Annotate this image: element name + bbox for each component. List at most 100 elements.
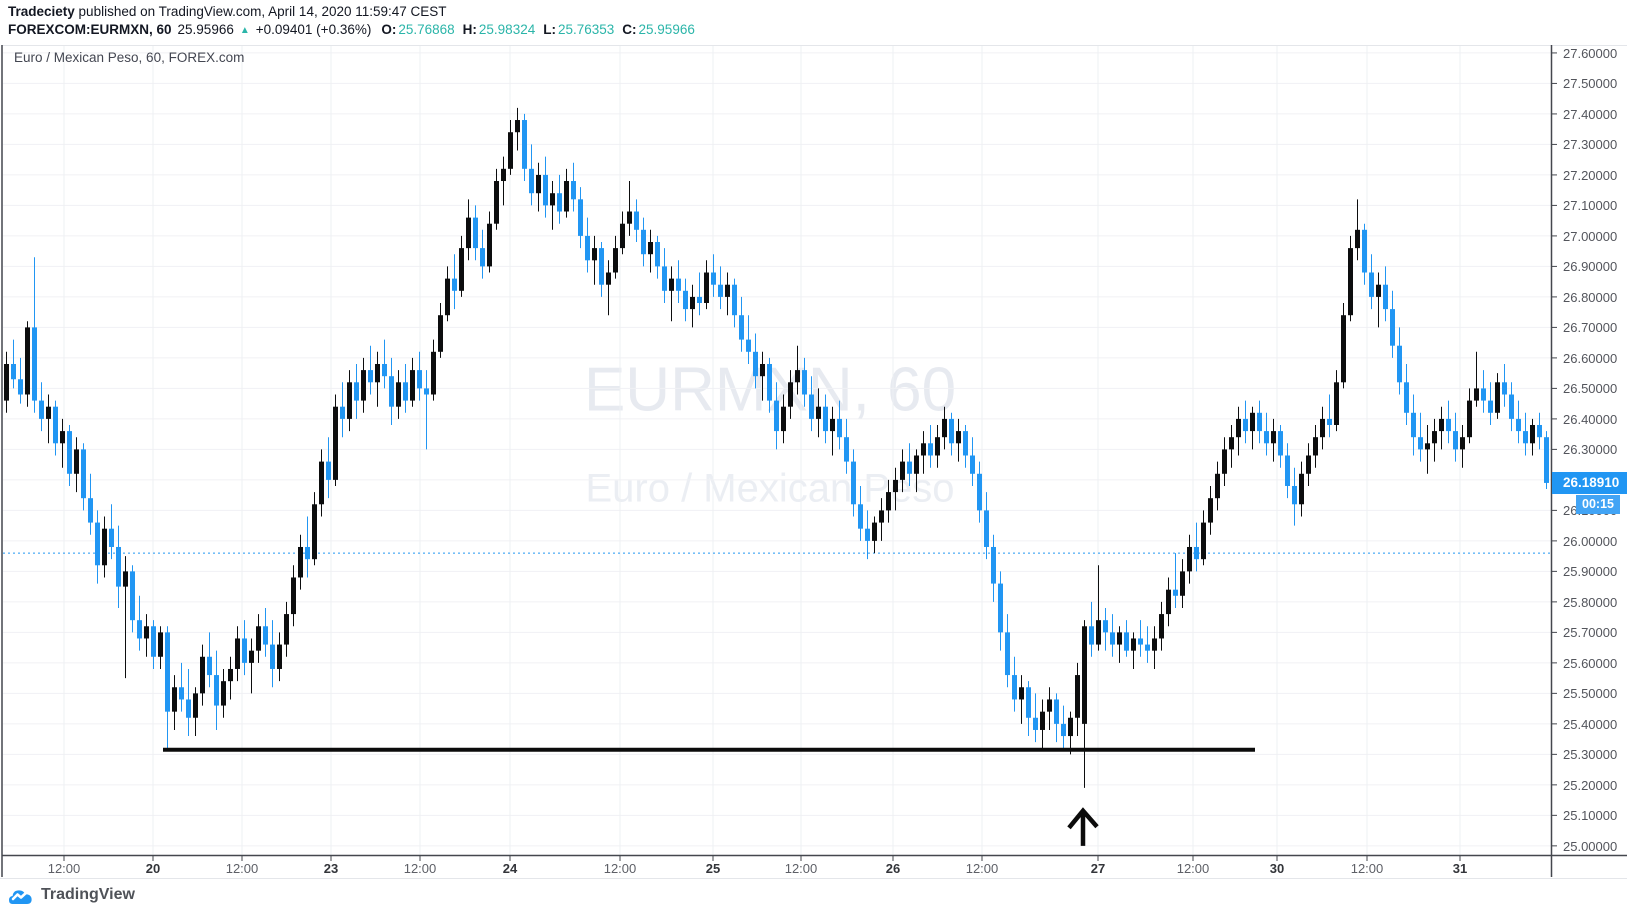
candle-body — [564, 181, 569, 212]
time-axis-hour-label: 12:00 — [225, 861, 259, 876]
candle-body — [1061, 723, 1066, 737]
candle-body — [1243, 418, 1248, 432]
candle-body — [1376, 284, 1381, 297]
time-axis-day-label: 26 — [885, 861, 901, 876]
time-axis-hour-label: 12:00 — [47, 861, 81, 876]
candle-body — [641, 229, 646, 255]
candle-body — [11, 363, 16, 380]
candle-body — [1271, 431, 1276, 444]
candle-body — [585, 235, 590, 261]
candle-body — [830, 418, 835, 432]
candle-body — [529, 168, 534, 194]
candle-body — [18, 379, 23, 395]
candle-body — [1544, 437, 1549, 483]
candle-body — [900, 461, 905, 480]
candle-body — [340, 406, 345, 419]
candle-body — [606, 272, 611, 285]
candle-body — [368, 370, 373, 383]
candle-body — [25, 327, 30, 395]
candle-body — [858, 504, 863, 529]
price-axis-label: 27.20000 — [1563, 167, 1618, 183]
price-axis-label: 27.60000 — [1563, 45, 1618, 61]
time-axis-hour-label: 12:00 — [1176, 861, 1210, 876]
candle-body — [1537, 424, 1542, 438]
candle-body — [823, 406, 828, 432]
candle-body — [1201, 522, 1206, 560]
candle-body — [396, 382, 401, 407]
candle-body — [102, 528, 107, 566]
candle-body — [130, 571, 135, 621]
candle-body — [305, 546, 310, 560]
candle-body — [1040, 711, 1045, 730]
candle-body — [389, 376, 394, 407]
published-byline: Tradeciety published on TradingView.com,… — [8, 3, 701, 20]
low-value: 25.76353 — [557, 22, 615, 37]
candle-body — [1516, 418, 1521, 432]
candle-body — [697, 296, 702, 304]
candle-body — [263, 626, 268, 645]
candle-body — [1460, 437, 1465, 450]
candle-body — [977, 473, 982, 511]
candle-body — [109, 528, 114, 547]
candle-body — [1383, 284, 1388, 310]
candle-body — [298, 546, 303, 578]
candle-body — [557, 193, 562, 212]
chart-title[interactable]: Euro / Mexican Peso, 60, FOREX.com — [14, 50, 245, 65]
candle-body — [466, 217, 471, 249]
candle-body — [1096, 620, 1101, 645]
candle-body — [214, 675, 219, 706]
candle-body — [1306, 455, 1311, 474]
candle-body — [599, 248, 604, 285]
candle-body — [242, 638, 247, 663]
candle-body — [4, 363, 9, 401]
price-axis-label: 25.00000 — [1563, 838, 1618, 854]
price-axis-label: 27.50000 — [1563, 76, 1618, 92]
time-axis-hour-label: 12:00 — [403, 861, 437, 876]
candle-body — [487, 223, 492, 267]
candle-body — [186, 699, 191, 718]
candle-body — [445, 278, 450, 316]
candle-body — [1278, 431, 1283, 456]
candle-body — [1194, 546, 1199, 560]
candle-body — [627, 211, 632, 224]
open-value: 25.76868 — [398, 22, 455, 37]
candle-body — [837, 418, 842, 438]
price-axis-label: 25.60000 — [1563, 655, 1618, 671]
candle-body — [1327, 418, 1332, 425]
price-axis-label: 25.50000 — [1563, 686, 1618, 702]
candle-body — [179, 687, 184, 700]
candle-body — [235, 638, 240, 669]
candle-body — [312, 504, 317, 560]
candle-body — [200, 656, 205, 694]
candle-body — [361, 370, 366, 401]
candle-body — [844, 437, 849, 462]
candle-body — [1180, 571, 1185, 596]
candle-body — [1320, 418, 1325, 438]
candle-body — [1124, 632, 1129, 651]
last-price-badge: 26.18910 — [1552, 472, 1627, 495]
candle-body — [809, 394, 814, 419]
candle-body — [1425, 443, 1430, 450]
candle-body — [781, 406, 786, 432]
price-axis-label: 27.10000 — [1563, 198, 1618, 214]
candle-body — [662, 266, 667, 291]
candle-body — [1117, 632, 1122, 645]
candle-body — [207, 656, 212, 676]
candle-body — [795, 370, 800, 383]
candle-body — [725, 284, 730, 297]
candle-body — [32, 327, 37, 401]
candle-body — [683, 290, 688, 310]
symbol-ohlc-bar: FOREXCOM:EURMXN, 60 25.95966 ▲ +0.09401 … — [8, 21, 701, 40]
up-arrow-icon: ▲ — [239, 25, 250, 36]
candle-body — [767, 363, 772, 401]
header-last-price: 25.95966 — [177, 22, 234, 37]
candle-body — [1285, 455, 1290, 486]
candle-body — [123, 571, 128, 587]
candle-body — [1159, 614, 1164, 639]
tradingview-logo[interactable]: TradingView — [8, 885, 135, 905]
price-axis-label: 26.50000 — [1563, 381, 1618, 397]
time-axis-day-label: 31 — [1452, 861, 1468, 876]
candle-body — [774, 400, 779, 432]
breakout-arrow-annotation[interactable] — [1067, 807, 1099, 846]
